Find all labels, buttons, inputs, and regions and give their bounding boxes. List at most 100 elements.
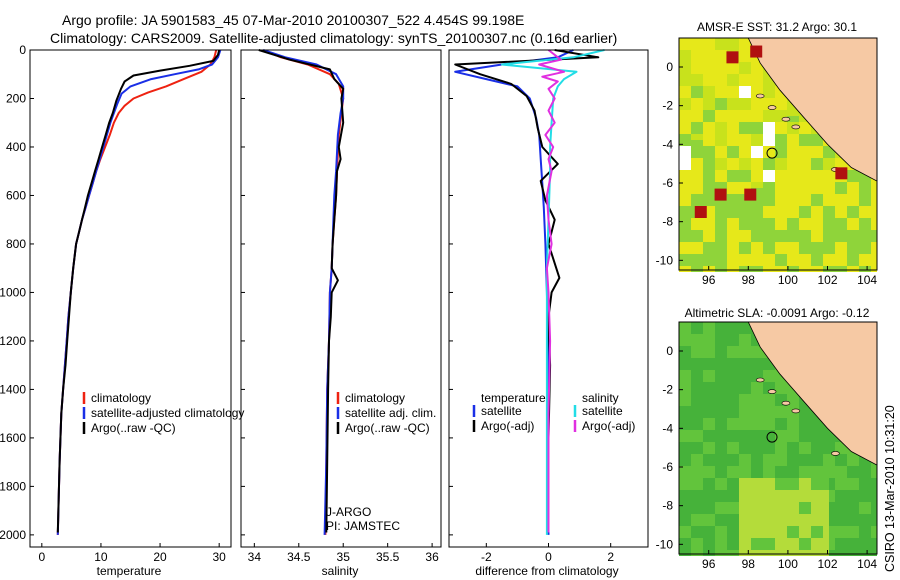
map-cell bbox=[817, 266, 823, 272]
map-cell bbox=[697, 200, 703, 206]
map-cell bbox=[685, 158, 691, 164]
map-cell bbox=[829, 212, 835, 218]
map-cell bbox=[829, 170, 835, 176]
map-cell bbox=[679, 520, 685, 526]
map-cell bbox=[853, 248, 859, 254]
map-cell bbox=[823, 182, 829, 188]
map-cell bbox=[775, 418, 781, 424]
map-cell bbox=[709, 200, 715, 206]
map-cell bbox=[757, 218, 763, 224]
map-cell bbox=[739, 328, 745, 334]
map-cell bbox=[763, 436, 769, 442]
map-cell bbox=[829, 206, 835, 212]
map-cell bbox=[775, 128, 781, 134]
map-cell bbox=[811, 508, 817, 514]
map-cell bbox=[841, 502, 847, 508]
map-cell bbox=[787, 146, 793, 152]
map-cell bbox=[853, 484, 859, 490]
legend-label-satellite: satellite adj. clim. bbox=[345, 406, 436, 420]
map-cell bbox=[733, 352, 739, 358]
map-cell bbox=[733, 224, 739, 230]
map-cell bbox=[835, 448, 841, 454]
map-cell bbox=[769, 460, 775, 466]
map-cell bbox=[745, 502, 751, 508]
map-cell bbox=[829, 236, 835, 242]
map-cell bbox=[859, 514, 865, 520]
map-cell bbox=[859, 550, 865, 556]
map-cell bbox=[721, 430, 727, 436]
map-cell bbox=[691, 520, 697, 526]
map-cell bbox=[835, 188, 841, 194]
map-cell bbox=[745, 448, 751, 454]
map-cell bbox=[841, 164, 847, 170]
map-cell bbox=[811, 430, 817, 436]
map-cell bbox=[727, 206, 733, 212]
map-cell bbox=[775, 188, 781, 194]
map-cell bbox=[733, 68, 739, 74]
map-cell bbox=[799, 248, 805, 254]
map-cell bbox=[691, 266, 697, 272]
map-cell bbox=[769, 466, 775, 472]
map-cell bbox=[709, 514, 715, 520]
map-cell bbox=[865, 472, 871, 478]
map-cell bbox=[745, 436, 751, 442]
map-cell bbox=[865, 550, 871, 556]
map-cell bbox=[733, 98, 739, 104]
map-cell bbox=[763, 358, 769, 364]
map-cell bbox=[757, 86, 763, 92]
map-cell bbox=[697, 50, 703, 56]
island bbox=[831, 451, 840, 456]
map-cell bbox=[739, 400, 745, 406]
map-cell bbox=[739, 322, 745, 328]
map-cell bbox=[703, 544, 709, 550]
map-cell bbox=[871, 466, 877, 472]
map-cell bbox=[697, 526, 703, 532]
map-cell bbox=[841, 478, 847, 484]
map-cell bbox=[781, 388, 787, 394]
map-cell bbox=[871, 206, 877, 212]
map-cell bbox=[853, 224, 859, 230]
map-cell bbox=[793, 260, 799, 266]
map-cell bbox=[733, 376, 739, 382]
map-cell bbox=[793, 466, 799, 472]
map-cell bbox=[715, 242, 721, 248]
map-cell bbox=[709, 158, 715, 164]
map-cell bbox=[847, 242, 853, 248]
map-cell bbox=[847, 508, 853, 514]
y-tick-label: 0 bbox=[666, 60, 673, 74]
map-cell bbox=[721, 110, 727, 116]
map-cell bbox=[829, 248, 835, 254]
map-cell bbox=[847, 478, 853, 484]
map-cell bbox=[763, 532, 769, 538]
legend-label-climatology: climatology bbox=[91, 391, 151, 405]
map-cell bbox=[817, 418, 823, 424]
map-cell bbox=[763, 266, 769, 272]
difference-frame bbox=[448, 49, 649, 548]
map-cell bbox=[805, 412, 811, 418]
map-cell bbox=[781, 520, 787, 526]
map-cell bbox=[775, 104, 781, 110]
map-cell bbox=[709, 508, 715, 514]
map-cell bbox=[763, 194, 769, 200]
map-cell bbox=[691, 346, 697, 352]
map-cell bbox=[709, 436, 715, 442]
map-cell bbox=[841, 230, 847, 236]
map-cell bbox=[691, 496, 697, 502]
map-cell bbox=[751, 98, 757, 104]
map-cell bbox=[847, 182, 853, 188]
map-cell bbox=[745, 50, 751, 56]
y-tick-label: -4 bbox=[662, 421, 673, 435]
map-cell bbox=[787, 550, 793, 556]
map-cell bbox=[805, 212, 811, 218]
map-cell bbox=[709, 152, 715, 158]
map-cell bbox=[697, 364, 703, 370]
map-cell bbox=[829, 454, 835, 460]
x-tick-label: 98 bbox=[742, 273, 756, 287]
map-cell bbox=[757, 116, 763, 122]
map-cell bbox=[727, 526, 733, 532]
map-cell bbox=[823, 224, 829, 230]
map-cell bbox=[733, 334, 739, 340]
map-cell bbox=[865, 230, 871, 236]
map-cell bbox=[703, 352, 709, 358]
map-cell bbox=[685, 442, 691, 448]
